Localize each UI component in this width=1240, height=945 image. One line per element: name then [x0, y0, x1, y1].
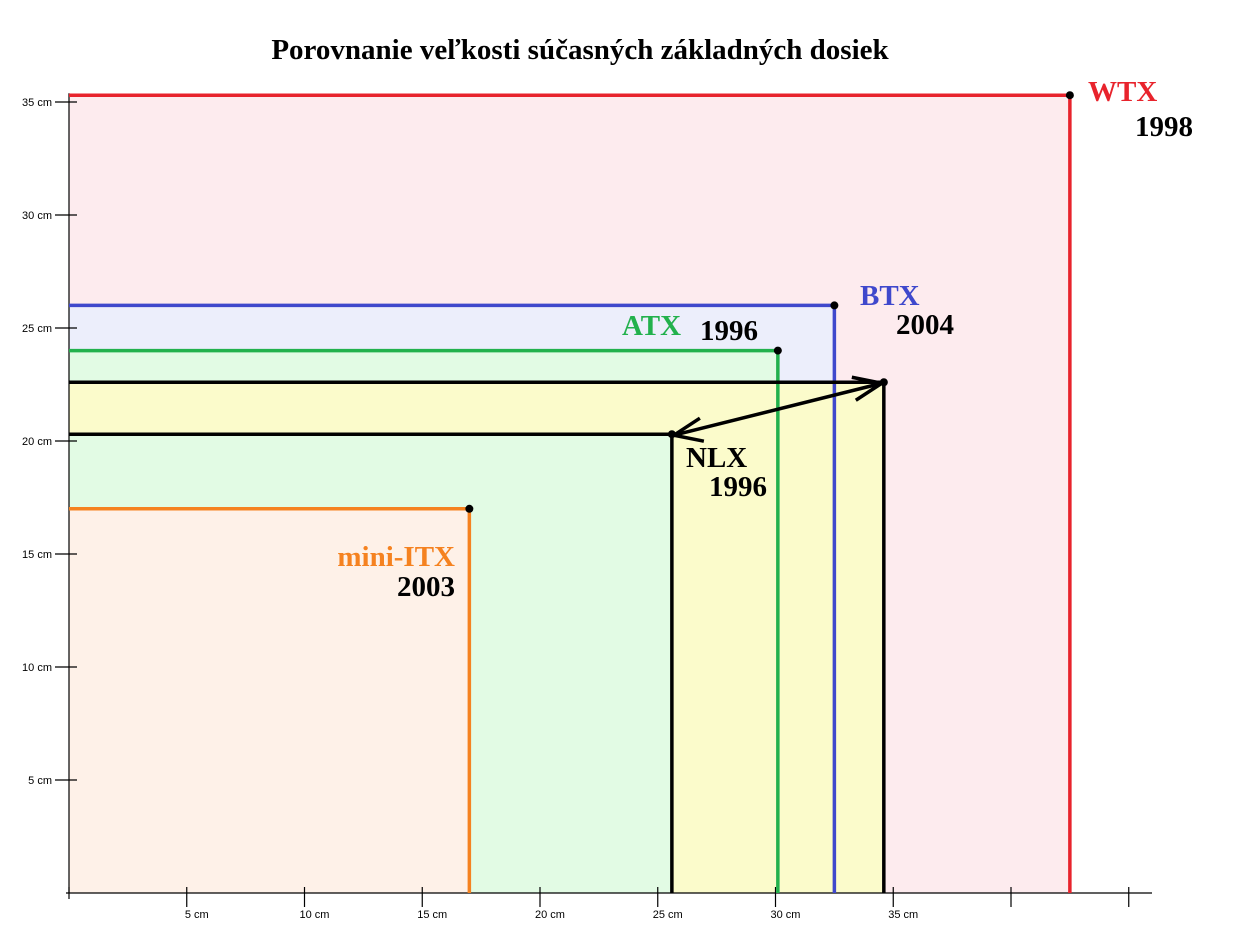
- y-tick-label: 25 cm: [22, 323, 52, 335]
- board-label-btx: BTX: [860, 280, 920, 312]
- chart-title: Porovnanie veľkosti súčasných základných…: [271, 34, 889, 66]
- y-tick-label: 35 cm: [22, 97, 52, 109]
- y-tick-label: 30 cm: [22, 210, 52, 222]
- board-year-atx: 1996: [700, 315, 758, 347]
- board-fills: [69, 95, 1070, 894]
- x-tick-label: 10 cm: [300, 909, 330, 921]
- x-tick-label: 15 cm: [417, 909, 447, 921]
- nlx-arrow-head-left: [669, 416, 705, 443]
- board-outlines: [69, 91, 1074, 893]
- x-tick-label: 25 cm: [653, 909, 683, 921]
- board-label-wtx: WTX: [1088, 76, 1157, 108]
- axes: 5 cm 10 cm 15 cm 20 cm 25 cm 30 cm 35 cm 5 cm 10…: [22, 93, 1152, 921]
- board-year-mini-itx: 2003: [397, 571, 455, 603]
- board-label-mini-itx: mini-ITX: [337, 541, 455, 573]
- board-year-btx: 2004: [896, 309, 954, 341]
- nlx-arrow-head-right: [851, 375, 887, 402]
- board-outline-wtx-corner-dot: [1065, 91, 1074, 100]
- board-outline-btx-corner-dot: [830, 301, 839, 310]
- x-tick-label: 20 cm: [535, 909, 565, 921]
- x-tick-label: 35 cm: [888, 909, 918, 921]
- y-tick-label: 5 cm: [28, 775, 52, 787]
- board-fill-mini-itx-top: [69, 508, 470, 893]
- board-outline-atx-corner-dot: [773, 346, 782, 355]
- board-outline-mini-itx-corner-dot: [465, 504, 474, 513]
- board-year-wtx: 1998: [1135, 111, 1193, 143]
- x-tick-label: 5 cm: [185, 909, 209, 921]
- y-tick-label: 10 cm: [22, 662, 52, 674]
- board-year-nlx: 1996: [709, 471, 767, 503]
- nlx-range-arrow: [673, 381, 883, 437]
- y-tick-label: 20 cm: [22, 436, 52, 448]
- board-label-nlx: NLX: [686, 442, 747, 474]
- x-tick-label: 30 cm: [771, 909, 801, 921]
- y-tick-label: 15 cm: [22, 549, 52, 561]
- board-label-atx: ATX: [622, 310, 681, 342]
